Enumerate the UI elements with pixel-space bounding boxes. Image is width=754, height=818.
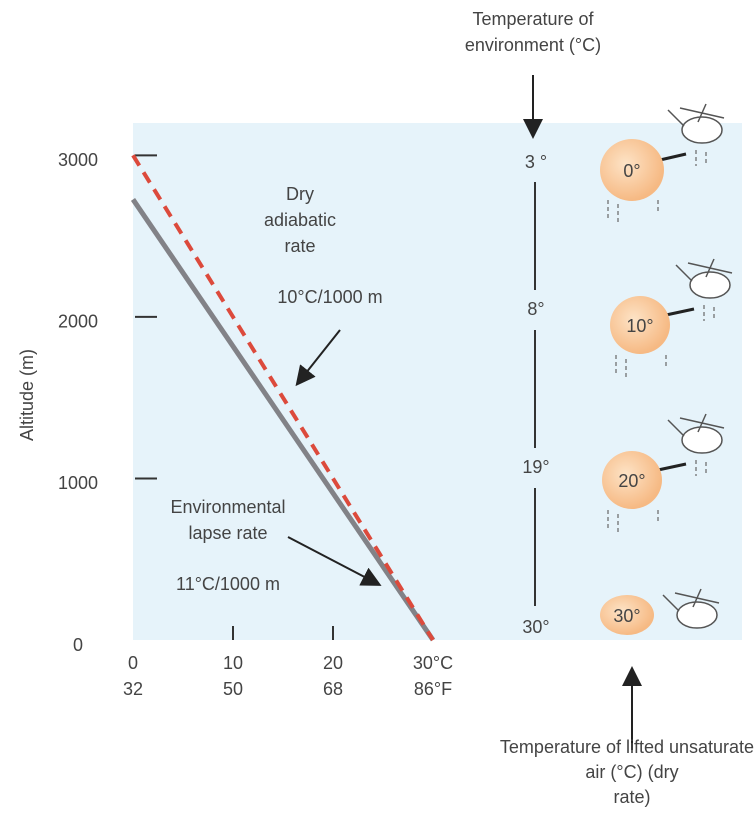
helicopter-body — [681, 116, 723, 144]
parcel-bubble — [602, 451, 662, 509]
x-tick-label: 68 — [323, 679, 343, 699]
dry-label: Dry adiabatic rate — [264, 184, 336, 256]
helicopter-body — [676, 601, 718, 629]
motion-lines — [615, 305, 715, 377]
helicopter-rotor — [674, 588, 720, 608]
parcel: 10° — [610, 258, 733, 377]
tether — [657, 462, 687, 472]
x-tick-label: 0 — [128, 653, 138, 673]
x-tick-label: 20 — [323, 653, 343, 673]
tether — [665, 307, 695, 317]
environment-temp: 30° — [522, 617, 549, 637]
y-tick-label: 0 — [73, 635, 83, 655]
parcel-title: Temperature of lifted unsaturated air (°C… — [500, 737, 754, 807]
y-tick-label: 1000 — [58, 473, 98, 493]
x-tick-label: 32 — [123, 679, 143, 699]
plot-background — [133, 123, 742, 640]
parcel-bubble — [610, 296, 670, 354]
env-rate: 11°C/1000 m — [176, 574, 280, 594]
x-tick-label: 50 — [223, 679, 243, 699]
parcel-bubble — [600, 595, 654, 635]
parcel-temp: 30° — [613, 606, 640, 626]
arrow — [287, 536, 382, 586]
helicopter-body — [681, 426, 723, 454]
parcel: 0° — [600, 103, 725, 222]
helicopter-tail — [675, 264, 693, 282]
environment-temp: 19° — [522, 457, 549, 477]
motion-lines — [607, 150, 707, 222]
environment-column: Temperature of environment (°C) — [465, 9, 601, 139]
series-line — [131, 154, 435, 642]
dry-rate: 10°C/1000 m — [277, 287, 382, 307]
helicopter-tail — [667, 419, 685, 437]
x-tick-label: 86°F — [414, 679, 452, 699]
parcel-temp: 0° — [623, 161, 640, 181]
tether — [659, 152, 687, 162]
helicopter-tail — [662, 594, 680, 612]
environment-title: Temperature of environment (°C) — [465, 9, 601, 55]
parcel: 20° — [602, 413, 725, 532]
helicopter-rotor — [679, 103, 725, 123]
y-tick-label: 2000 — [58, 312, 98, 332]
arrow — [295, 329, 341, 387]
environment-temp: 8° — [527, 299, 544, 319]
y-tick-label: 3000 — [58, 150, 98, 170]
parcel: 30° — [600, 588, 720, 635]
helicopter-rotor — [687, 258, 733, 278]
helicopter-body — [689, 271, 731, 299]
helicopter-tail — [667, 109, 685, 127]
environment-temp: 3 ° — [525, 152, 547, 172]
helicopter-rotor — [679, 413, 725, 433]
series-line — [130, 198, 436, 642]
motion-lines — [607, 460, 707, 532]
parcel-temp: 10° — [626, 316, 653, 336]
parcel-bubble — [600, 139, 664, 201]
x-tick-label: 30°C — [413, 653, 453, 673]
x-tick-label: 10 — [223, 653, 243, 673]
env-label: Environmental lapse rate — [170, 497, 285, 543]
y-axis-label: Altitude (m) — [17, 349, 37, 441]
parcel-temp: 20° — [618, 471, 645, 491]
